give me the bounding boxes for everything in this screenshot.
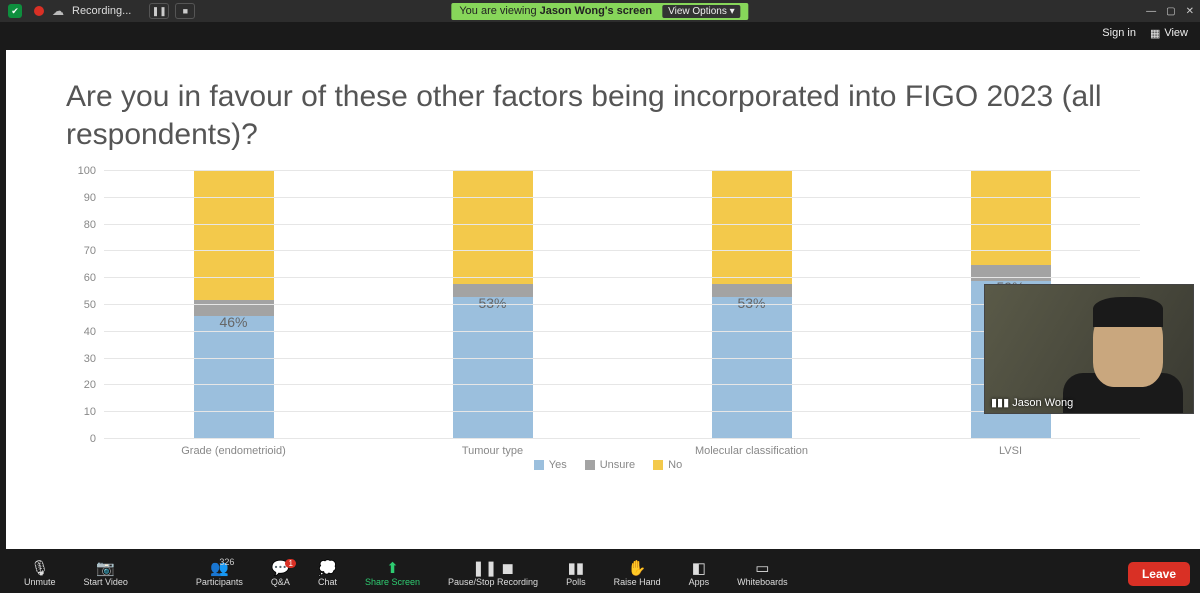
legend-label: No [668, 459, 682, 471]
record-controls-icon: ❚❚ ◼ [472, 561, 514, 576]
close-window-button[interactable]: ✕ [1186, 6, 1194, 17]
pause-stop-recording-button[interactable]: ❚❚ ◼ Pause/Stop Recording [434, 561, 552, 587]
y-tick: 90 [84, 192, 96, 204]
share-screen-button[interactable]: ⬆ Share Screen [351, 561, 434, 587]
bar-value-label: 53% [712, 295, 792, 311]
y-tick: 80 [84, 219, 96, 231]
participants-count: 326 [219, 557, 234, 567]
pause-recording-button[interactable]: ❚❚ [149, 3, 169, 19]
bar-category-label: Tumour type [462, 445, 523, 457]
chart-bar: 53%Tumour type [453, 171, 533, 439]
screen-share-banner: You are viewing Jason Wong's screen View… [451, 3, 748, 20]
share-banner-prefix: You are viewing [459, 5, 539, 17]
apps-button[interactable]: ◧ Apps [675, 561, 724, 587]
y-tick: 20 [84, 379, 96, 391]
sign-in-link[interactable]: Sign in [1102, 27, 1136, 39]
chart-y-axis: 0102030405060708090100 [66, 171, 100, 439]
participants-button[interactable]: 326 👥 Participants [182, 561, 257, 587]
microphone-muted-icon: 🎙 [30, 561, 49, 576]
signal-icon: ▮▮▮ [991, 397, 1009, 409]
cloud-recording-icon: ☁ [52, 4, 64, 18]
legend-swatch [585, 460, 595, 470]
legend-label: Unsure [600, 459, 635, 471]
minimize-window-button[interactable]: — [1146, 6, 1156, 17]
legend-swatch [534, 460, 544, 470]
legend-swatch [653, 460, 663, 470]
y-tick: 30 [84, 353, 96, 365]
polls-icon: ▮▮ [568, 561, 585, 576]
camera-off-icon: 📷 [96, 561, 115, 576]
apps-icon: ◧ [692, 561, 706, 576]
zoom-toolbar: 🎙 Unmute 📷 Start Video 326 👥 Participant… [0, 555, 1200, 593]
share-screen-icon: ⬆ [386, 561, 399, 576]
start-video-button[interactable]: 📷 Start Video [70, 561, 142, 587]
whiteboards-button[interactable]: ▭ Whiteboards [723, 561, 802, 587]
grid-line [104, 197, 1140, 198]
bar-value-label: 46% [194, 314, 274, 330]
bar-category-label: Grade (endometrioid) [181, 445, 286, 457]
raise-hand-icon: ✋ [628, 561, 647, 576]
maximize-window-button[interactable]: ▢ [1166, 6, 1175, 17]
view-options-button[interactable]: View Options ▾ [662, 5, 741, 18]
y-tick: 0 [90, 433, 96, 445]
y-tick: 40 [84, 326, 96, 338]
view-layout-button[interactable]: ▦ View [1150, 27, 1188, 40]
chart-bar: 46%Grade (endometrioid) [194, 171, 274, 439]
chart-legend: Yes Unsure No [66, 459, 1150, 471]
y-tick: 100 [78, 165, 96, 177]
bar-value-label: 53% [453, 295, 533, 311]
grid-line [104, 250, 1140, 251]
share-banner-name: Jason Wong's screen [540, 5, 652, 17]
qa-badge: 1 [285, 559, 295, 568]
grid-line [104, 277, 1140, 278]
y-tick: 10 [84, 406, 96, 418]
y-tick: 50 [84, 299, 96, 311]
unmute-button[interactable]: 🎙 Unmute [10, 561, 70, 587]
chart-bar: 53%Molecular classification [712, 171, 792, 439]
y-tick: 60 [84, 272, 96, 284]
chevron-down-icon: ▾ [730, 6, 735, 17]
y-tick: 70 [84, 245, 96, 257]
zoom-titlebar: ✔ ☁ Recording... ❚❚ ■ You are viewing Ja… [0, 0, 1200, 22]
polls-button[interactable]: ▮▮ Polls [552, 561, 600, 587]
main-content: Are you in favour of these other factors… [0, 44, 1200, 555]
recording-label: Recording... [72, 5, 131, 17]
speaker-name: Jason Wong [1012, 397, 1073, 409]
legend-label: Yes [549, 459, 567, 471]
stop-recording-button[interactable]: ■ [175, 3, 195, 19]
legend-item: Yes [534, 459, 567, 471]
raise-hand-button[interactable]: ✋ Raise Hand [600, 561, 675, 587]
encryption-shield-icon[interactable]: ✔ [8, 4, 22, 18]
legend-item: No [653, 459, 682, 471]
speaker-video-thumbnail[interactable]: ▮▮▮ Jason Wong [984, 284, 1194, 414]
grid-line [104, 170, 1140, 171]
whiteboards-icon: ▭ [755, 561, 769, 576]
legend-item: Unsure [585, 459, 635, 471]
grid-icon: ▦ [1150, 27, 1160, 40]
qa-button[interactable]: 1 💬 Q&A [257, 561, 304, 587]
slide-title: Are you in favour of these other factors… [66, 78, 1150, 153]
zoom-subheader: Sign in ▦ View [0, 22, 1200, 44]
leave-button[interactable]: Leave [1128, 562, 1190, 586]
bar-category-label: Molecular classification [695, 445, 808, 457]
grid-line [104, 224, 1140, 225]
bar-category-label: LVSI [999, 445, 1022, 457]
recording-indicator-icon [34, 6, 44, 16]
chat-icon: 💭 [318, 561, 337, 576]
grid-line [104, 438, 1140, 439]
chat-button[interactable]: 💭 Chat [304, 561, 351, 587]
